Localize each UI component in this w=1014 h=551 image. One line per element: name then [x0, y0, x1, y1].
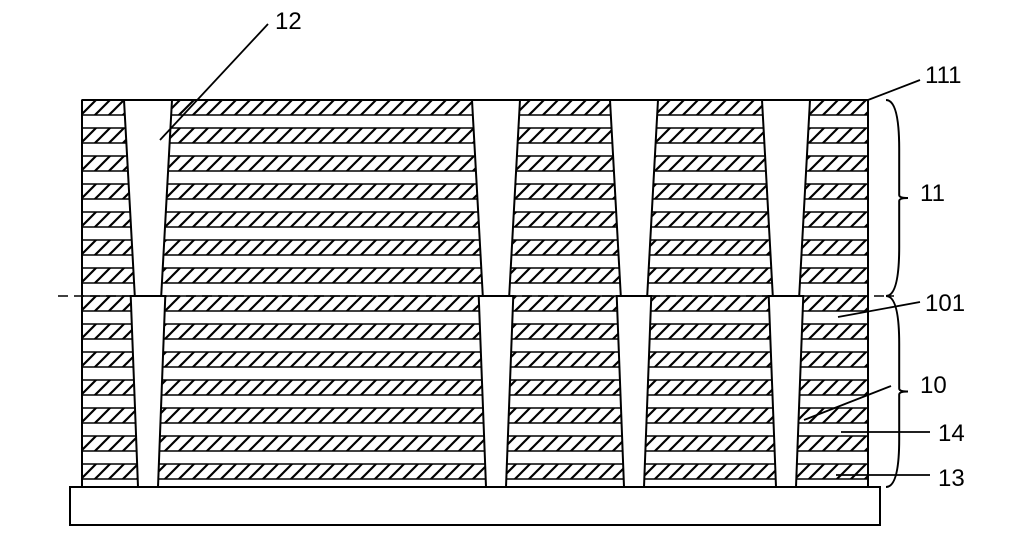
layer-hatched-upper: [82, 212, 868, 227]
layer-hatched-upper: [82, 184, 868, 199]
label-11: 11: [920, 180, 945, 208]
substrate: [70, 487, 880, 525]
label-101: 101: [925, 290, 965, 318]
bracket: [886, 296, 908, 487]
label-14: 14: [938, 420, 965, 448]
diagram-canvas: [0, 0, 1014, 551]
layer-hatched-upper: [82, 240, 868, 255]
label-12: 12: [275, 8, 302, 36]
layer-hatched-lower: [82, 408, 868, 423]
label-111: 111: [925, 62, 961, 90]
layer-hatched-lower: [82, 324, 868, 339]
layer-hatched-lower: [82, 464, 868, 479]
layer-hatched-lower: [82, 380, 868, 395]
layer-hatched-upper: [82, 268, 868, 283]
bracket: [886, 100, 908, 296]
label-10: 10: [920, 372, 947, 400]
label-13: 13: [938, 465, 965, 493]
leader-111: [868, 80, 920, 100]
leader-12: [160, 24, 268, 140]
layer-hatched-lower: [82, 296, 868, 311]
layer-hatched-lower: [82, 352, 868, 367]
layer-hatched-lower: [82, 436, 868, 451]
